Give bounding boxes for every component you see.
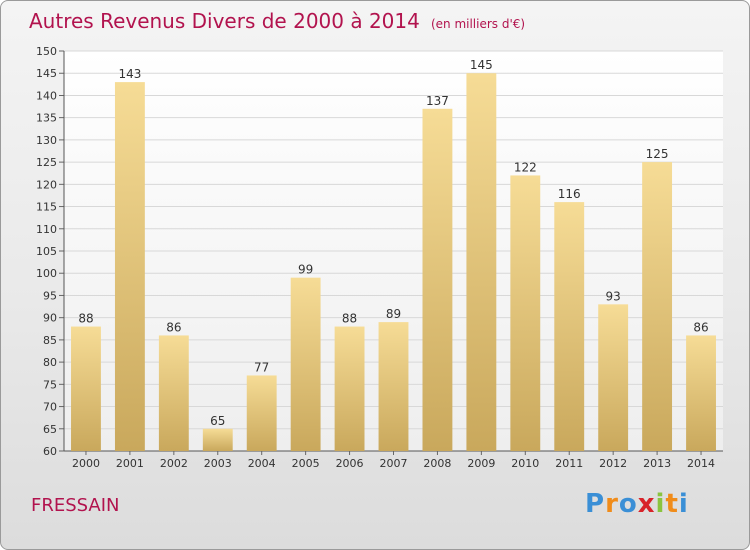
proxiti-logo: Proxiti [585, 489, 689, 519]
y-tick-label: 150 [36, 45, 57, 58]
bar [598, 304, 629, 451]
bar [158, 335, 189, 451]
bar-value-label: 116 [558, 187, 581, 201]
y-tick-label: 100 [36, 267, 57, 280]
y-tick-label: 90 [43, 312, 57, 325]
x-tick-label: 2009 [467, 457, 495, 470]
logo-letter: i [678, 489, 689, 519]
logo-letter: o [618, 489, 638, 519]
bar-value-label: 137 [426, 94, 449, 108]
y-tick-label: 95 [43, 289, 57, 302]
bar [378, 322, 409, 451]
x-tick-label: 2000 [72, 457, 100, 470]
y-tick-label: 75 [43, 378, 57, 391]
bar-value-label: 77 [254, 360, 269, 374]
x-tick-label: 2012 [599, 457, 627, 470]
chart-title-text: Autres Revenus Divers de 2000 à 2014 [29, 9, 420, 33]
chart-title: Autres Revenus Divers de 2000 à 2014 (en… [29, 9, 525, 33]
chart-unit-label: (en milliers d'€) [430, 17, 526, 31]
x-tick-label: 2003 [204, 457, 232, 470]
x-tick-label: 2011 [555, 457, 583, 470]
x-tick-label: 2004 [248, 457, 276, 470]
x-tick-label: 2002 [160, 457, 188, 470]
bar [422, 108, 453, 452]
y-tick-label: 85 [43, 334, 57, 347]
x-tick-label: 2008 [423, 457, 451, 470]
bar [246, 375, 277, 451]
bar-value-label: 88 [342, 312, 357, 326]
bar-value-label: 122 [514, 160, 537, 174]
y-tick-label: 60 [43, 445, 57, 458]
bar-value-label: 93 [606, 289, 621, 303]
y-tick-label: 135 [36, 112, 57, 125]
y-tick-label: 105 [36, 245, 57, 258]
y-tick-label: 140 [36, 89, 57, 102]
bar [202, 428, 233, 451]
commune-name: FRESSAIN [31, 495, 120, 516]
bar [290, 277, 321, 451]
y-tick-label: 145 [36, 67, 57, 80]
bar-value-label: 125 [646, 147, 669, 161]
y-tick-label: 70 [43, 401, 57, 414]
logo-letter: P [585, 489, 606, 519]
bar [466, 73, 497, 451]
bar [510, 175, 541, 451]
x-tick-label: 2006 [336, 457, 364, 470]
bar [71, 326, 101, 451]
x-tick-label: 2005 [292, 457, 320, 470]
bar-value-label: 99 [298, 263, 313, 277]
bar-value-label: 145 [470, 58, 493, 72]
bar-value-label: 86 [693, 320, 708, 334]
bar [554, 202, 585, 451]
bar [334, 326, 365, 451]
bar-value-label: 143 [118, 67, 141, 81]
x-tick-label: 2013 [643, 457, 671, 470]
bar-value-label: 89 [386, 307, 401, 321]
bar [114, 82, 145, 451]
y-tick-label: 125 [36, 156, 57, 169]
bar [686, 335, 716, 451]
logo-letter: x [637, 489, 656, 519]
bar-value-label: 65 [210, 414, 225, 428]
x-tick-label: 2014 [687, 457, 715, 470]
y-tick-label: 115 [36, 201, 57, 214]
bar [642, 162, 673, 451]
x-tick-label: 2010 [511, 457, 539, 470]
x-tick-label: 2007 [380, 457, 408, 470]
y-tick-label: 130 [36, 134, 57, 147]
logo-letter: r [605, 489, 619, 519]
bar-value-label: 86 [166, 320, 181, 334]
y-tick-label: 110 [36, 223, 57, 236]
y-tick-label: 80 [43, 356, 57, 369]
x-tick-label: 2001 [116, 457, 144, 470]
y-tick-label: 65 [43, 423, 57, 436]
bar-value-label: 88 [78, 312, 93, 326]
logo-letter: t [665, 489, 679, 519]
logo-letter: i [655, 489, 666, 519]
y-tick-label: 120 [36, 178, 57, 191]
